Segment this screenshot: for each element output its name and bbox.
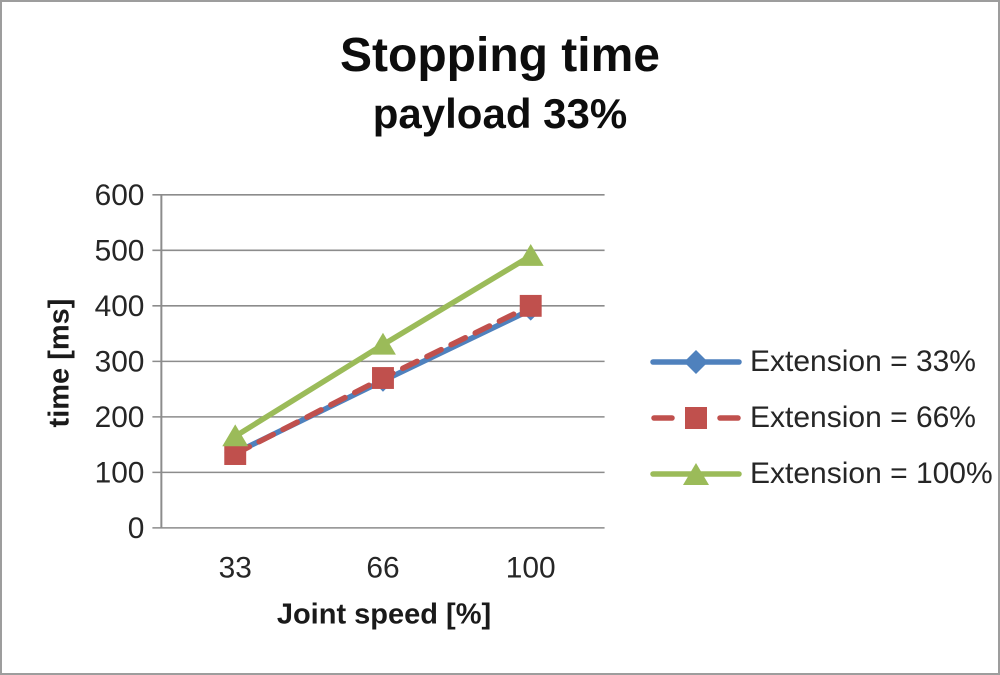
legend-key-dashed-square-icon	[651, 407, 741, 429]
y-tick-label-600: 600	[95, 179, 145, 212]
legend-label-extension-66: Extension = 66%	[750, 401, 976, 434]
legend-key-solid-diamond-icon	[650, 350, 742, 374]
y-tick-label-400: 400	[95, 290, 145, 323]
y-tick-label-300: 300	[95, 345, 145, 378]
x-tick-label-33: 33	[219, 552, 252, 585]
y-tick-label-100: 100	[95, 456, 145, 489]
legend: Extension = 33% Extension = 66% Extensio…	[650, 334, 993, 502]
y-tick-label-0: 0	[128, 512, 145, 545]
x-tick-label-100: 100	[506, 552, 556, 585]
chart-title: Stopping time	[340, 29, 660, 82]
y-axis-title: time [ms]	[43, 298, 76, 428]
legend-entry-extension-100: Extension = 100%	[650, 446, 993, 502]
chart-subtitle: payload 33%	[372, 90, 628, 137]
x-tick-label-66: 66	[366, 552, 399, 585]
triangle-marker-icon	[370, 332, 396, 355]
square-marker-icon	[224, 443, 247, 465]
triangle-marker-icon	[222, 424, 249, 447]
y-tick-label-500: 500	[95, 234, 145, 267]
legend-label-extension-33: Extension = 33%	[750, 345, 976, 378]
triangle-marker-icon	[517, 243, 544, 266]
legend-key-solid-triangle-icon	[650, 463, 742, 485]
square-marker-icon	[519, 294, 542, 317]
legend-entry-extension-66: Extension = 66%	[650, 390, 993, 446]
triangle-marker-icon	[683, 463, 709, 485]
square-marker-icon	[685, 407, 707, 429]
y-tick-label-200: 200	[95, 401, 145, 434]
square-marker-icon	[372, 367, 394, 389]
x-axis-title: Joint speed [%]	[276, 598, 492, 631]
diamond-marker-icon	[684, 350, 708, 374]
legend-label-extension-100: Extension = 100%	[750, 457, 993, 490]
legend-entry-extension-33: Extension = 33%	[650, 334, 993, 390]
